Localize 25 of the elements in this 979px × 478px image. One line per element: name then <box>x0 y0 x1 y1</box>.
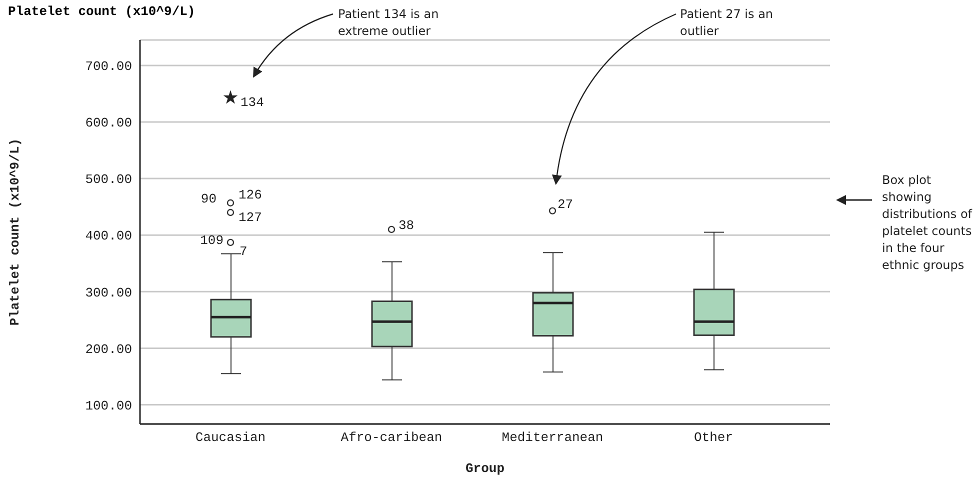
text: Patient 134 is an extreme outlier <box>338 6 440 40</box>
annotation: 109 <box>200 232 224 248</box>
text: Box plot showing distributions of platelet counts in the four ethnic groups <box>882 172 974 274</box>
y-tick-label: 700.00 <box>85 59 132 74</box>
annotation: 127 <box>238 210 262 225</box>
annotation: 134 <box>240 95 264 110</box>
annotation: 27 <box>558 197 574 212</box>
y-tick-label: 500.00 <box>85 172 132 188</box>
y-axis-title: Platelet count (x10^9/L) <box>8 138 23 326</box>
annotation: 126 <box>238 187 262 202</box>
y-tick-label: 400.00 <box>85 228 132 244</box>
annotation: 38 <box>398 218 414 233</box>
annotation: 7 <box>240 244 248 259</box>
text: Patient 27 is an outlier <box>680 6 774 40</box>
x-tick-label: Afro-caribean <box>340 430 442 446</box>
chart-title: Platelet count (x10^9/L) <box>8 4 196 19</box>
annotation: 90 <box>200 191 216 206</box>
y-tick-label: 300.00 <box>85 285 132 300</box>
x-axis-title: Group <box>465 461 505 476</box>
y-tick-label: 100.00 <box>85 398 132 414</box>
y-tick-label: 600.00 <box>85 116 132 131</box>
y-tick-label: 200.00 <box>85 342 132 357</box>
x-tick-label: Mediterranean <box>502 430 604 446</box>
x-tick-label: Other <box>694 430 734 446</box>
x-tick-label: Caucasian <box>195 430 266 446</box>
